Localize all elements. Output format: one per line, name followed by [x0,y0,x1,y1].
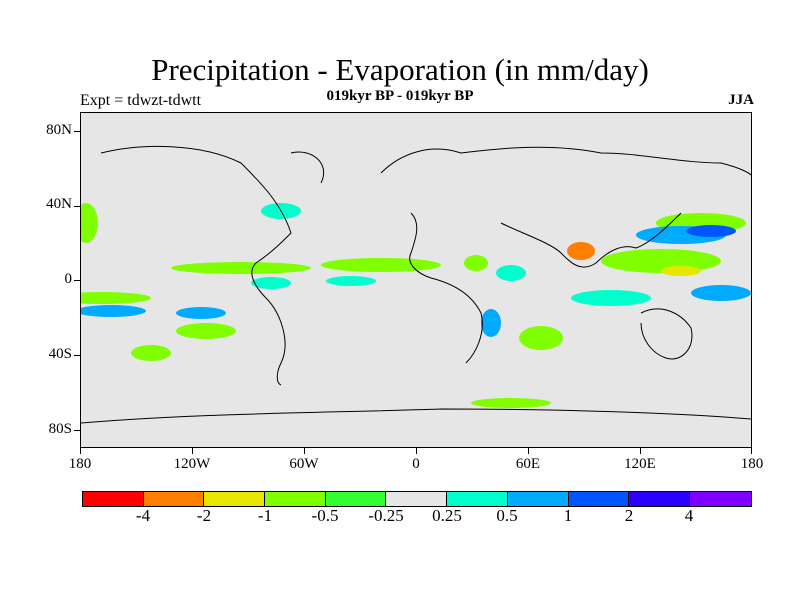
colorbar-swatch [265,492,326,506]
colorbar-label: 0.25 [432,506,462,525]
season-label: JJA [728,92,754,108]
colorbar-swatch [689,492,751,506]
lon-tick [192,448,193,454]
colorbar-swatch [204,492,266,506]
map-title: Precipitation - Evaporation (in mm/day) [151,52,649,87]
colorbar-swatch [629,492,690,506]
lon-label-120w: 120W [173,456,211,472]
lon-label-60w: 60W [289,456,319,472]
lat-label-80s: 80S [48,421,72,437]
colorbar-label: 1 [563,506,573,525]
lat-tick [74,430,80,431]
colorbar-label: 4 [684,506,694,525]
colorbar-swatch [507,492,569,506]
colorbar-label: -1 [257,506,273,525]
lon-label-0: 0 [412,456,420,472]
map-svg [81,145,751,424]
experiment-label: Expt = tdwzt-tdwtt [80,92,202,109]
lat-label-40s: 40S [48,346,72,362]
lon-tick [416,448,417,454]
colorbar-swatch [568,492,630,506]
lat-tick [74,206,80,207]
coastlines [81,145,751,424]
lon-label-120e: 120E [624,456,656,472]
lat-tick [74,355,80,356]
lat-label-0: 0 [64,271,73,287]
period-label: 019kyr BP - 019kyr BP [326,88,474,104]
field-orange [567,242,701,276]
lon-tick [528,448,529,454]
map-panel [80,112,752,448]
colorbar-label: 0.5 [496,506,518,525]
colorbar [82,491,752,507]
field-blue [81,203,751,337]
lon-label-180w: 180 [68,456,92,472]
lat-label-40n: 40N [46,196,72,212]
colorbar-swatch [83,492,144,506]
colorbar-label: -2 [196,506,212,525]
colorbar-swatch [386,492,448,506]
lon-tick [304,448,305,454]
colorbar-swatch [447,492,508,506]
colorbar-label: -0.5 [311,506,339,525]
lon-tick [80,448,81,454]
colorbar-label: 2 [624,506,634,525]
lon-label-60e: 60E [515,456,541,472]
lat-label-80n: 80N [46,122,72,138]
colorbar-swatch [325,492,387,506]
lon-label-180e: 180 [740,456,764,472]
colorbar-label: -0.25 [368,506,404,525]
lat-tick [74,131,80,132]
colorbar-swatch [143,492,205,506]
lon-tick [640,448,641,454]
lon-tick [751,448,752,454]
colorbar-label: -4 [135,506,151,525]
lat-tick [74,280,80,281]
